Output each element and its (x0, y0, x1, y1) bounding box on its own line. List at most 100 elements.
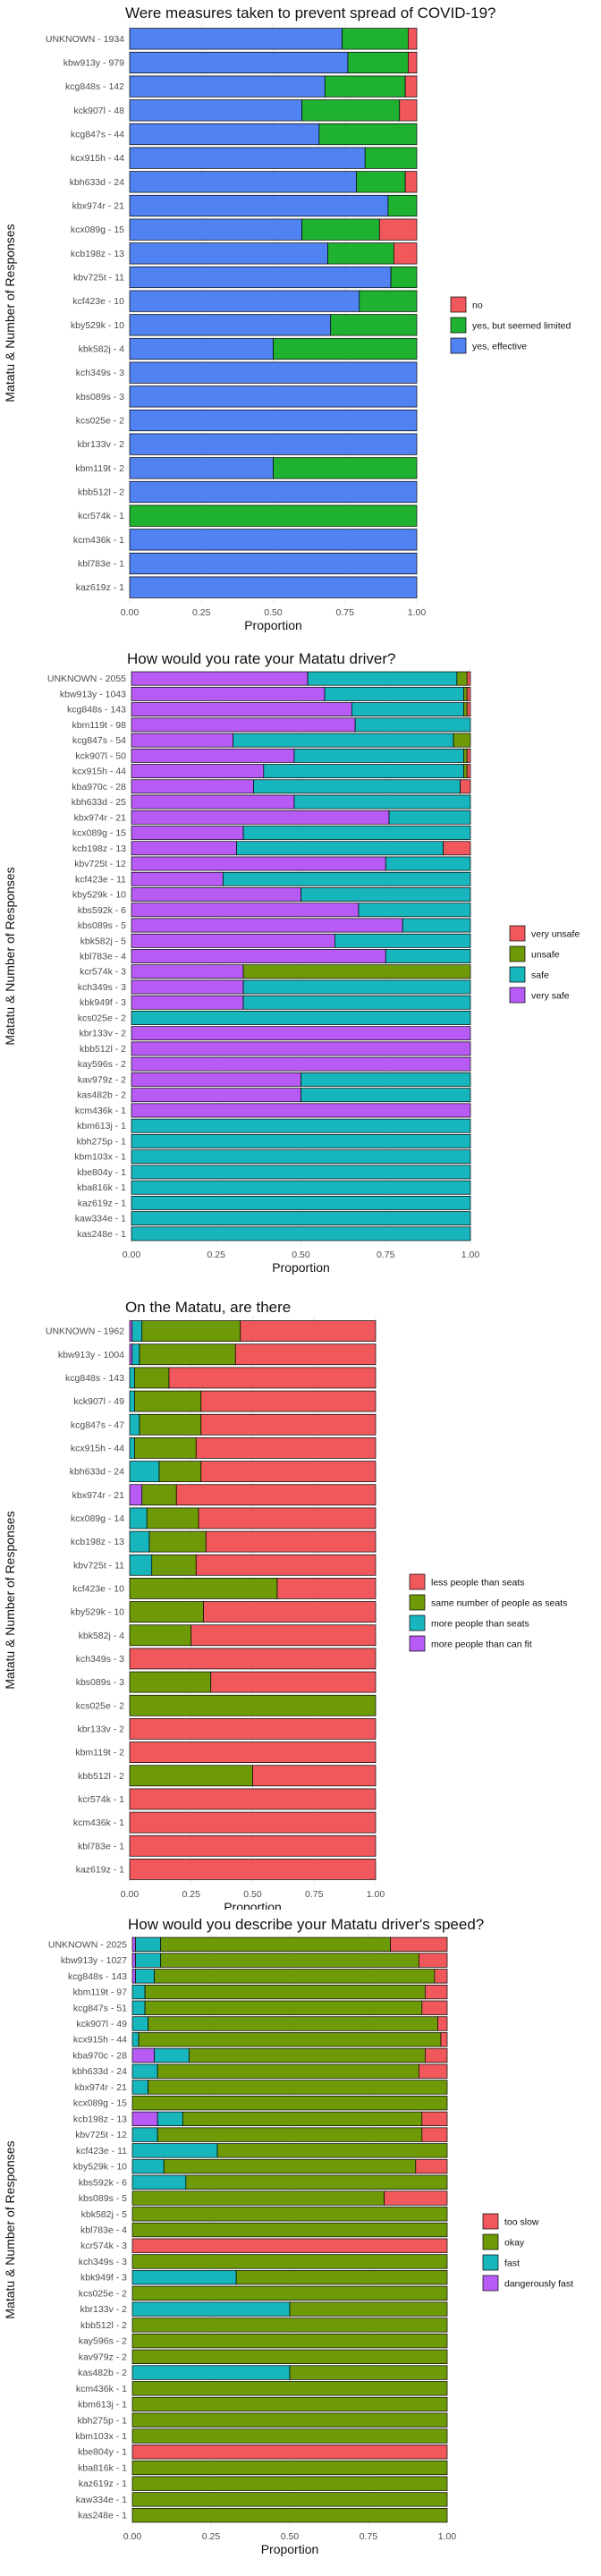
category-label: kbr133v - 2 (80, 2304, 127, 2315)
bar-segment (129, 1343, 133, 1366)
category-label: kbk949f - 3 (80, 997, 126, 1008)
x-axis-title: Proportion (224, 1900, 282, 1910)
category-label: kcf423e - 10 (72, 1583, 124, 1594)
category-label: kbw913y - 1004 (58, 1350, 124, 1360)
bar-segment (154, 2047, 190, 2063)
bar-segment (385, 949, 471, 963)
y-axis-title: Matatu & Number of Responses (3, 2140, 17, 2318)
bar-segment (131, 1226, 471, 1241)
bar-segment (131, 2080, 148, 2095)
bar-segment (364, 147, 418, 169)
bar-segment (129, 1437, 135, 1459)
bar-segment (390, 1936, 448, 1953)
bar-segment (293, 794, 471, 809)
category-label: kby529k - 10 (73, 2162, 127, 2173)
bar-segment (131, 2111, 158, 2127)
bar-segment (253, 779, 461, 794)
bar-segment (131, 1211, 471, 1226)
bar-segment (131, 887, 301, 902)
bar-segment (148, 2080, 448, 2095)
bar-segment (129, 28, 343, 50)
category-label: UNKNOWN - 2025 (48, 1939, 127, 1950)
x-tick-label: 0.25 (207, 1250, 226, 1260)
bar-segment (195, 1554, 377, 1576)
bar-segment (129, 1835, 377, 1857)
bar-segment (235, 2270, 448, 2285)
bar-segment (393, 242, 418, 265)
category-label: kbl783e - 1 (78, 559, 124, 570)
bar-segment (129, 576, 418, 598)
bar-segment (437, 2016, 448, 2031)
bar-segment (131, 2238, 448, 2253)
bar-segment (131, 2460, 448, 2476)
x-tick-label: 0.25 (192, 607, 211, 618)
category-label: kck907l - 49 (76, 2019, 127, 2029)
bar-segment (129, 1578, 278, 1599)
bar-segment (342, 28, 409, 50)
category-label: kay596s - 2 (78, 1059, 126, 1070)
bar-segment (141, 1320, 241, 1342)
category-label: kbs089s - 3 (76, 1677, 124, 1688)
bar-segment (134, 1437, 197, 1459)
bar-segment (236, 841, 444, 856)
bar-segment (129, 552, 418, 575)
bar-segment (418, 2063, 448, 2079)
legend-swatch (482, 2275, 499, 2292)
legend-swatch (482, 2213, 499, 2230)
category-label: kbk582j - 4 (79, 1631, 125, 1641)
category-label: kbk949f - 3 (80, 2273, 127, 2284)
bar-segment (129, 1413, 140, 1436)
category-label: kcx089g - 14 (71, 1513, 124, 1524)
bar-segment (131, 949, 386, 963)
category-label: kbl783e - 4 (80, 2225, 127, 2236)
bar-segment (148, 2016, 438, 2031)
category-label: kcx915h - 44 (71, 153, 124, 164)
bar-segment (327, 242, 394, 265)
bar-segment (131, 2412, 448, 2428)
category-label: kaz619z - 1 (76, 1864, 124, 1875)
bar-segment (131, 2127, 158, 2142)
category-label: kas248e - 1 (78, 2511, 127, 2521)
category-label: kcm436k - 1 (75, 1106, 126, 1116)
category-label: kbh275p - 1 (78, 2415, 128, 2426)
category-label: kbm119t - 98 (72, 720, 126, 731)
bar-segment (131, 764, 265, 779)
category-label: kcg847s - 47 (71, 1419, 124, 1430)
category-label: kay596s - 2 (79, 2336, 127, 2347)
bar-segment (129, 1648, 377, 1670)
bar-segment (200, 1413, 377, 1436)
bar-segment (129, 433, 418, 455)
category-label: kbm613j - 1 (77, 1121, 126, 1131)
category-label: kcx915h - 44 (72, 767, 126, 777)
bar-segment (129, 504, 418, 527)
x-tick-label: 0.00 (123, 1250, 141, 1260)
bar-segment (131, 2381, 448, 2396)
bar-segment (131, 1041, 471, 1056)
bar-segment (131, 2143, 218, 2158)
x-tick-label: 0.75 (360, 2531, 378, 2542)
bar-segment (131, 1133, 471, 1148)
category-label: kcb198z - 13 (73, 2114, 127, 2124)
legend-swatch (482, 2254, 499, 2271)
category-label: kcs025e - 2 (79, 2288, 127, 2299)
bar-segment (129, 409, 418, 432)
x-tick-label: 0.25 (182, 1889, 201, 1900)
bar-segment (129, 1671, 212, 1693)
bar-segment (242, 995, 471, 1010)
legend-label: yes, but seemed limited (472, 321, 571, 332)
bar-segment (131, 826, 244, 840)
bar-segment (273, 457, 418, 479)
bar-segment (129, 51, 349, 74)
bar-segment (131, 2158, 165, 2174)
bar-segment (131, 794, 295, 809)
bar-segment (131, 1026, 471, 1041)
legend-label: very safe (531, 991, 570, 1002)
bar-segment (129, 361, 418, 384)
bar-segment (216, 2143, 448, 2158)
bar-segment (289, 2301, 448, 2317)
legend-swatch (509, 987, 526, 1004)
bar-segment (131, 2096, 448, 2111)
bar-segment (354, 717, 471, 733)
bar-segment (300, 1072, 471, 1087)
bar-segment (131, 1936, 136, 1953)
